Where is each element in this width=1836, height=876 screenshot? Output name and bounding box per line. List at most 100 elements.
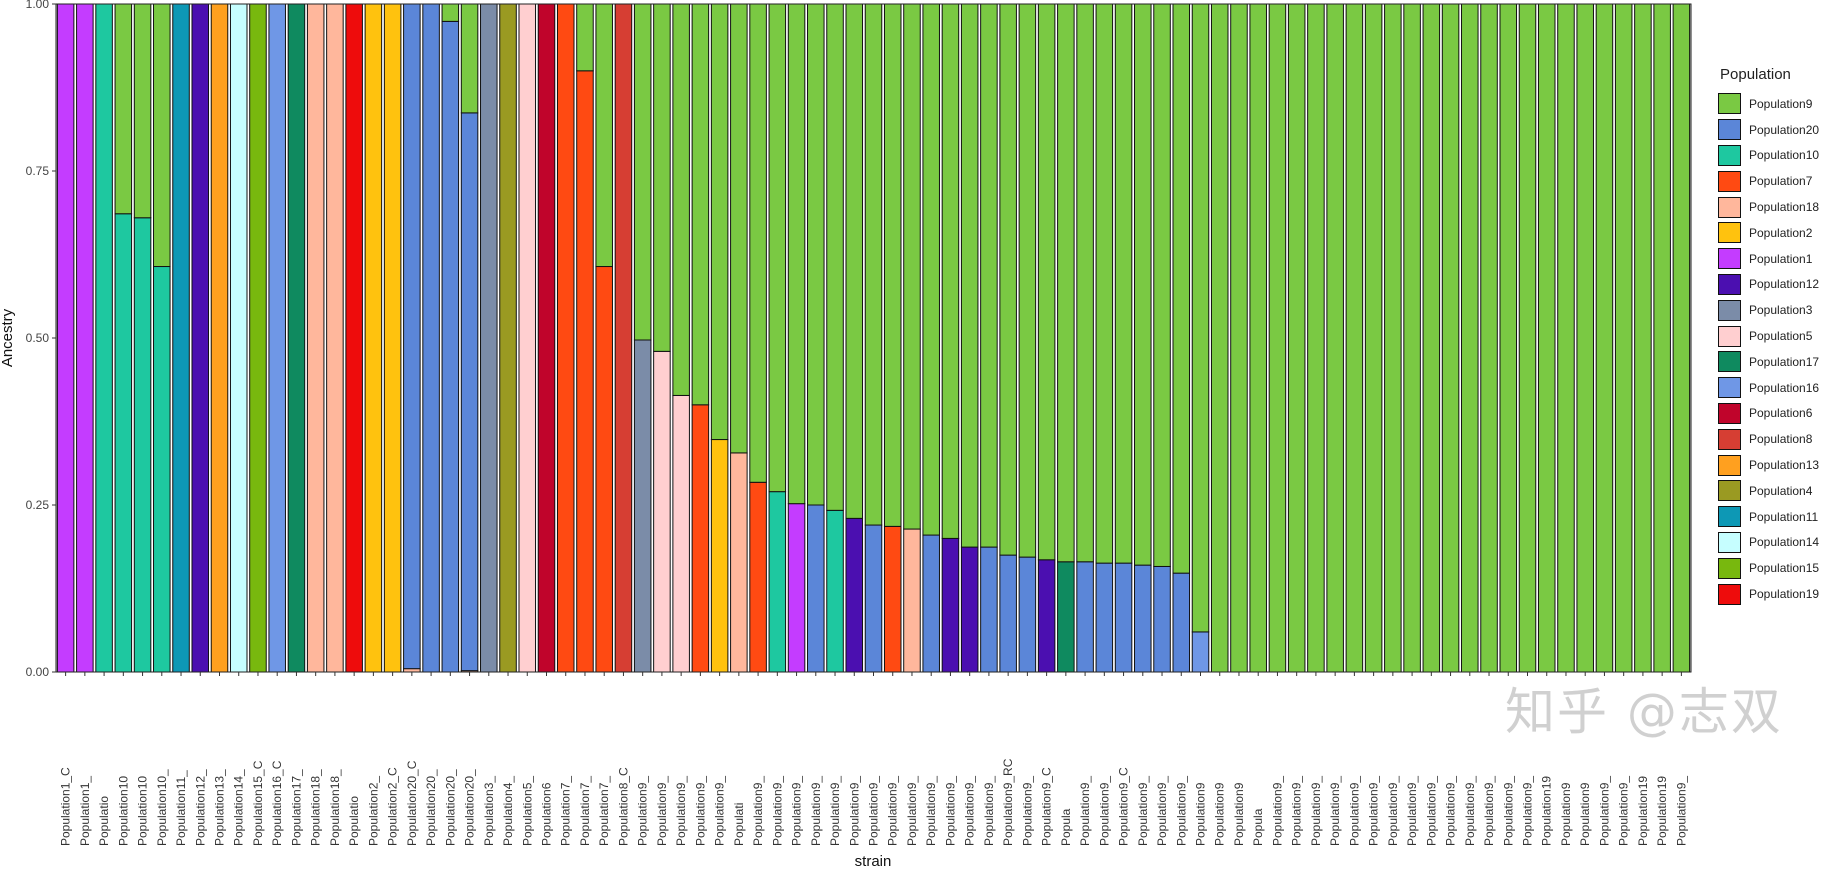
legend-swatch	[1718, 273, 1741, 295]
x-tick-label: Population9_	[770, 776, 784, 846]
legend-item: Population15	[1718, 555, 1819, 581]
x-tick-label: Population9_	[1136, 776, 1150, 846]
legend-label: Population5	[1749, 329, 1813, 344]
bar-segment-population9	[1345, 3, 1364, 673]
bar-segment-population9	[845, 3, 864, 519]
x-tick-label: Population9_	[790, 776, 804, 846]
legend-label: Population2	[1749, 225, 1813, 240]
bar-segment-population12	[960, 546, 979, 673]
bar-segment-population20	[441, 20, 460, 673]
legend-item: Population2	[1718, 220, 1819, 246]
bar-segment-population9	[1172, 3, 1191, 574]
bar-segment-population9	[1268, 3, 1287, 673]
bar-segment-population9	[1537, 3, 1556, 673]
x-tick-label: Population9_RC	[1001, 758, 1015, 846]
bar-segment-population9	[691, 3, 710, 406]
legend-item: Population7	[1718, 168, 1819, 194]
legend-item: Population20	[1718, 117, 1819, 143]
legend-item: Population6	[1718, 401, 1819, 427]
x-axis-tick-labels: Population1_C Population1_ Populatio Popula…	[59, 672, 1688, 846]
bar-segment-population11	[172, 3, 190, 673]
bar-segment-population9	[672, 3, 690, 396]
bar-segment-population15	[249, 3, 267, 673]
bar-segment-population9	[787, 3, 806, 505]
legend-label: Population14	[1749, 535, 1820, 550]
x-tick-label: Population14_	[232, 769, 246, 846]
bar-segment-population20	[807, 504, 825, 673]
bar-segment-population9	[710, 3, 729, 441]
x-tick-label: Population9_	[1405, 776, 1419, 846]
x-tick-label: Population9_	[867, 776, 881, 846]
bar-segment-population20	[422, 3, 440, 673]
x-tick-label: Population9_	[1482, 776, 1496, 846]
bar-segment-population13	[210, 3, 229, 673]
x-tick-label: Population10_	[155, 769, 169, 846]
legend-item: Population4	[1718, 478, 1819, 504]
x-tick-label: Populati	[732, 803, 746, 846]
x-tick-label: Population18_	[328, 769, 342, 846]
bar-segment-population2	[383, 3, 402, 673]
legend-swatch	[1718, 248, 1741, 270]
x-tick-label: Population5_	[520, 776, 534, 846]
bar-segment-population10	[95, 3, 113, 673]
bar-segment-population20	[864, 524, 883, 673]
x-tick-label: Population9_	[1270, 776, 1284, 846]
bar-segment-population9	[1153, 3, 1171, 567]
bar-segment-population17	[1057, 561, 1075, 673]
bar-segment-population9	[1249, 3, 1267, 673]
x-tick-label: Population3_	[482, 776, 496, 846]
bar-segment-population9	[114, 3, 133, 215]
bar-segment-population9	[1230, 3, 1248, 673]
legend-label: Population6	[1749, 406, 1813, 421]
x-tick-label: Populatio	[347, 796, 361, 846]
legend-label: Population20	[1749, 122, 1820, 137]
y-axis-title: Ancestry	[0, 308, 16, 367]
x-tick-label: Population7_	[597, 776, 611, 846]
legend-item: Population12	[1718, 272, 1819, 298]
legend-swatch	[1718, 196, 1741, 218]
x-tick-label: Population9_	[924, 776, 938, 846]
legend-item: Population3	[1718, 297, 1819, 323]
legend-label: Population19	[1749, 587, 1820, 602]
x-tick-label: Population9_	[963, 776, 977, 846]
bar-segment-population1	[787, 503, 806, 673]
bar-segment-population9	[1557, 3, 1575, 673]
bar-segment-population9	[960, 3, 979, 548]
bar-segment-population20	[1172, 572, 1191, 673]
x-tick-label: Population9_	[636, 776, 650, 846]
x-tick-label: Population8_C	[616, 767, 630, 846]
bar-segment-population20	[403, 3, 421, 670]
x-tick-label: Population9_	[905, 776, 919, 846]
x-tick-label: Population9_	[943, 776, 957, 846]
y-tick-label: 0.75	[26, 164, 50, 178]
bar-segment-population9	[1037, 3, 1056, 561]
bar-segment-population9	[1422, 3, 1441, 673]
bar-segment-population18	[403, 668, 421, 673]
legend-swatch	[1718, 402, 1741, 424]
bar-segment-population16	[268, 3, 286, 673]
bar-segment-population20	[980, 546, 998, 673]
x-tick-label: Population9_	[1078, 776, 1092, 846]
bar-segment-population12	[941, 537, 960, 673]
x-tick-label: Popula	[1059, 808, 1073, 846]
bar-segment-population3	[633, 339, 652, 673]
bar-segment-population9	[1384, 3, 1402, 673]
bar-segment-population20	[1153, 565, 1171, 673]
legend-item: Population9	[1718, 91, 1819, 117]
bar-segment-population9	[1095, 3, 1114, 564]
legend-item: Population11	[1718, 504, 1819, 530]
bar-segment-population9	[864, 3, 883, 526]
x-tick-label: Population10	[136, 776, 150, 846]
bar-segment-population18	[326, 3, 344, 673]
x-tick-label: Population2_C	[386, 767, 400, 846]
legend-label: Population1	[1749, 251, 1813, 266]
bar-segment-population5	[653, 350, 671, 673]
bar-segment-population9	[807, 3, 825, 506]
bar-segment-population2	[364, 3, 383, 673]
x-tick-label: Population19	[1540, 776, 1554, 846]
bar-segment-population14	[229, 3, 248, 673]
legend-swatch	[1718, 93, 1741, 115]
bar-segment-population19	[345, 3, 363, 673]
bar-segment-population12	[845, 517, 864, 673]
bar-segment-population20	[1095, 562, 1114, 673]
